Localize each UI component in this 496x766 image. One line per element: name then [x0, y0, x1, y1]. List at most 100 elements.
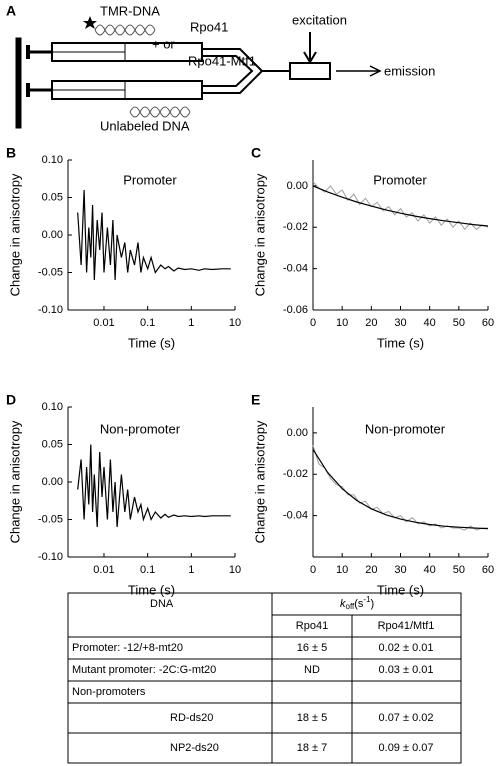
excitation-arrow — [303, 51, 317, 64]
y-tick-label: 0.00 — [42, 229, 63, 241]
table-cell: 0.03 ± 0.01 — [379, 664, 434, 676]
mixer-lines — [202, 55, 254, 87]
panel-label: D — [6, 392, 16, 408]
unit: ) — [371, 598, 375, 610]
label: excitation — [292, 12, 347, 27]
data-line — [312, 181, 489, 231]
data-line — [77, 444, 231, 528]
y-tick-label: 0.10 — [42, 154, 63, 166]
label: Rpo41-Mtf1 — [188, 53, 256, 68]
x-tick-label: 0.1 — [140, 317, 155, 329]
y-tick-label: -0.10 — [38, 304, 63, 316]
table-cell: 0.09 ± 0.07 — [379, 742, 434, 754]
dna-helix — [94, 24, 156, 36]
y-tick-label: -0.04 — [283, 263, 308, 275]
table-cell: 0.07 ± 0.02 — [379, 712, 434, 724]
annotation: Non-promoter — [100, 421, 181, 436]
y-tick-label: -0.05 — [38, 513, 63, 525]
x-tick-label: 0.1 — [140, 564, 155, 576]
table-cell: Non-promoters — [72, 686, 146, 698]
x-tick-label: 0.01 — [93, 564, 114, 576]
y-tick-label: -0.05 — [38, 266, 63, 278]
table-cell: 18 ± 7 — [297, 742, 328, 754]
label: + or — [152, 36, 175, 51]
syringe-top — [26, 42, 203, 62]
data-line — [312, 449, 489, 530]
table-cell: 16 ± 5 — [297, 642, 328, 654]
syringe-bottom — [26, 80, 203, 100]
panel-label: C — [251, 145, 261, 161]
table-header: koff(s-1) — [340, 595, 374, 611]
label: TMR-DNA — [100, 3, 160, 18]
x-tick-label: 60 — [482, 317, 494, 329]
table-header: DNA — [150, 598, 174, 610]
x-axis-label: Time (s) — [377, 582, 424, 597]
x-tick-label: 1 — [188, 317, 194, 329]
data-line — [312, 185, 489, 227]
y-tick-label: 0.10 — [42, 401, 63, 413]
x-tick-label: 0 — [310, 564, 316, 576]
panel-label: E — [251, 392, 260, 408]
y-tick-label: 0.05 — [42, 191, 63, 203]
panel-label: B — [6, 145, 16, 161]
x-tick-label: 40 — [424, 317, 436, 329]
panel-label: A — [6, 3, 16, 19]
y-axis-label: Change in anisotropy — [7, 173, 22, 296]
x-tick-label: 0 — [310, 317, 316, 329]
x-tick-label: 20 — [365, 564, 377, 576]
y-tick-label: 0.00 — [42, 476, 63, 488]
label: Rpo41 — [190, 19, 228, 34]
y-tick-label: -0.04 — [283, 510, 308, 522]
x-tick-label: 50 — [453, 317, 465, 329]
y-tick-label: -0.02 — [283, 221, 308, 233]
table-cell: 0.02 ± 0.01 — [379, 642, 434, 654]
y-tick-label: 0.00 — [287, 180, 308, 192]
data-line — [77, 189, 231, 281]
diagram — [15, 16, 382, 129]
x-tick-label: 20 — [365, 317, 377, 329]
annotation: Non-promoter — [365, 421, 446, 436]
y-tick-label: -0.02 — [283, 468, 308, 480]
unit-sup: -1 — [363, 595, 371, 604]
table-cell: Promoter: -12/+8-mt20 — [72, 642, 183, 654]
fluor-star — [83, 16, 97, 29]
table-cell: RD-ds20 — [170, 712, 213, 724]
x-tick-label: 50 — [453, 564, 465, 576]
y-tick-label: 0.00 — [287, 427, 308, 439]
x-tick-label: 10 — [229, 317, 241, 329]
x-tick-label: 60 — [482, 564, 494, 576]
x-axis-label: Time (s) — [128, 335, 175, 350]
y-tick-label: -0.10 — [38, 551, 63, 563]
table-cell: NP2-ds20 — [170, 742, 219, 754]
emission-arrow — [369, 65, 382, 77]
label: Unlabeled DNA — [100, 118, 190, 133]
x-axis-label: Time (s) — [128, 582, 175, 597]
y-tick-label: 0.05 — [42, 438, 63, 450]
table-cell: ND — [304, 664, 320, 676]
x-tick-label: 10 — [229, 564, 241, 576]
x-tick-label: 30 — [394, 317, 406, 329]
x-tick-label: 40 — [424, 564, 436, 576]
table-cell: Mutant promoter: -2C:G-mt20 — [72, 664, 216, 676]
syringe-mount — [15, 37, 22, 129]
y-axis-label: Change in anisotropy — [252, 420, 267, 543]
dna-helix — [129, 106, 191, 118]
x-tick-label: 30 — [394, 564, 406, 576]
table-subheader: Rpo41/Mtf1 — [378, 620, 435, 632]
k-sub: off — [346, 602, 356, 611]
label: emission — [384, 63, 435, 78]
k: k — [340, 598, 346, 610]
y-axis-label: Change in anisotropy — [7, 420, 22, 543]
annotation: Promoter — [373, 172, 427, 187]
x-tick-label: 1 — [188, 564, 194, 576]
table — [67, 592, 462, 764]
data-line — [312, 445, 488, 531]
cell — [289, 62, 331, 80]
table-cell: 18 ± 5 — [297, 712, 328, 724]
y-axis-label: Change in anisotropy — [252, 173, 267, 296]
x-tick-label: 10 — [336, 564, 348, 576]
x-tick-label: 0.01 — [93, 317, 114, 329]
unit: (s — [354, 598, 364, 610]
table-subheader: Rpo41 — [296, 620, 328, 632]
